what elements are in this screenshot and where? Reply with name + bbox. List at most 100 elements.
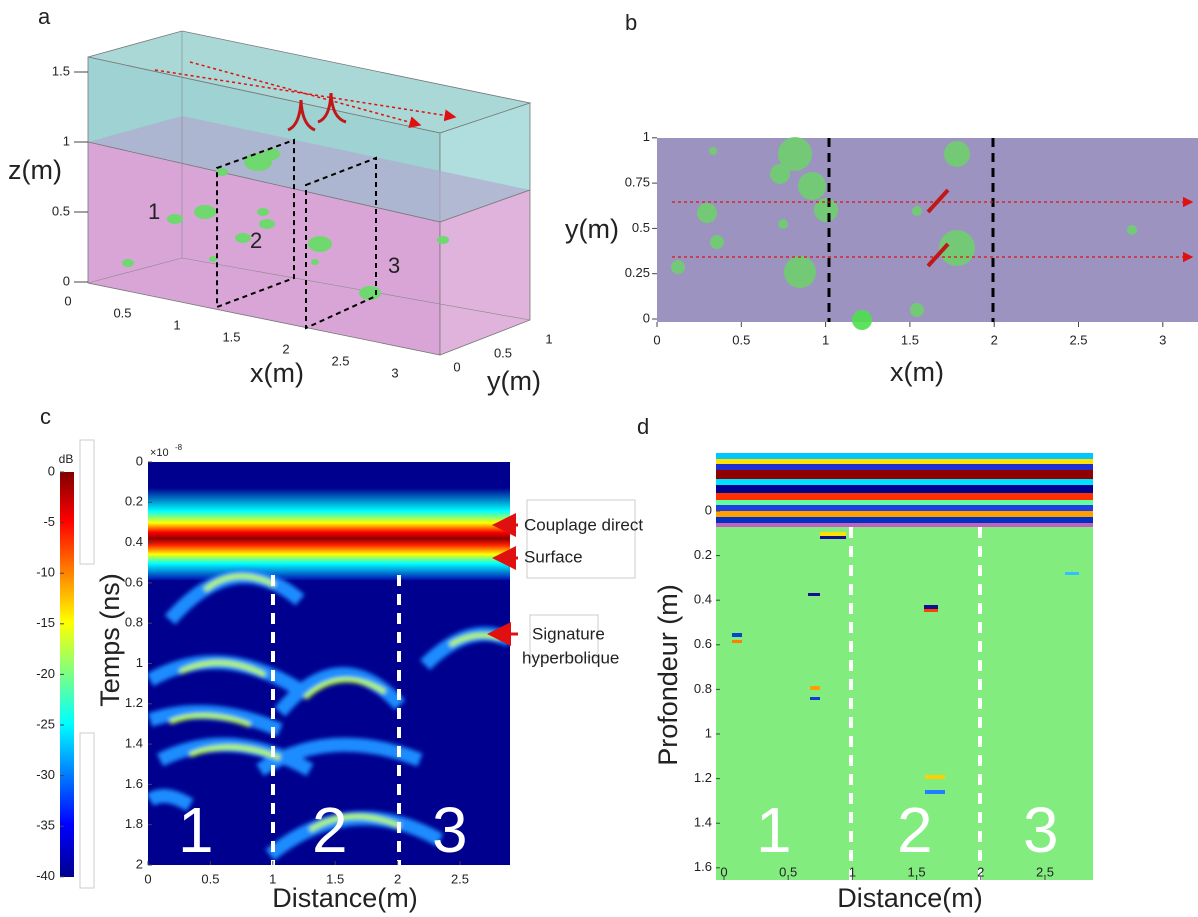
frame <box>79 732 95 889</box>
profiles <box>154 61 457 129</box>
tick-label: 2 <box>136 856 143 871</box>
hyperbola <box>274 667 406 717</box>
tick-label: 0.6 <box>694 636 712 651</box>
panel-c: c dB 1 2 3 ×10 -8 <box>40 404 643 913</box>
tick-label: -35 <box>36 818 55 833</box>
box-edge <box>181 257 531 321</box>
reflection <box>820 532 846 536</box>
zone-label: 1 <box>756 794 792 866</box>
tick-label: -10 <box>36 565 55 580</box>
tick-label: 2 <box>991 332 998 347</box>
object <box>235 233 251 243</box>
object <box>852 310 872 330</box>
tick-label: -15 <box>36 615 55 630</box>
tick-label: 1 <box>643 129 650 144</box>
hyperbola-core <box>303 677 387 700</box>
tick-label: 0 <box>64 293 71 308</box>
tick-label: 2 <box>282 341 289 356</box>
reflection <box>1065 572 1079 575</box>
sections <box>849 527 982 880</box>
tick-label: 1.5 <box>326 871 344 886</box>
reflection <box>810 686 820 690</box>
profiles <box>672 196 1194 263</box>
tick-label: 2 <box>977 864 984 879</box>
stripe <box>716 453 1093 459</box>
tick-label: -20 <box>36 666 55 681</box>
zone-label: 3 <box>432 794 468 866</box>
hyperbola <box>148 789 194 812</box>
reflection <box>924 609 938 612</box>
exponent: ×10 <box>150 447 169 459</box>
tick-label: 2.5 <box>331 353 349 368</box>
stripe <box>716 523 1093 527</box>
hyperbola-core <box>203 573 277 592</box>
tick-label: 0.4 <box>694 592 712 607</box>
tick-label: 0 <box>63 273 70 288</box>
wavelet <box>287 99 316 132</box>
zone-label: 2 <box>897 794 933 866</box>
tick-label: 0 <box>643 310 650 325</box>
reflection <box>732 640 742 643</box>
axis-label: y(m) <box>565 214 619 244</box>
stripe <box>716 459 1093 464</box>
tick-label: 0.4 <box>125 534 143 549</box>
axis-label: y(m) <box>487 366 541 396</box>
axis-label: x(m) <box>890 357 944 387</box>
object <box>814 198 838 222</box>
panel-d: d 1 2 3 Profondeur (m) Distance(m) <box>637 414 1093 913</box>
tick-label: 3 <box>1159 332 1166 347</box>
tick-label: 0.5 <box>632 220 650 235</box>
tick-label: 2.5 <box>1036 864 1054 879</box>
object <box>308 236 332 252</box>
stripe <box>716 517 1093 523</box>
tick-label: 0.25 <box>625 265 650 280</box>
object <box>671 260 685 274</box>
tick-label: 0.8 <box>125 615 143 630</box>
frame <box>79 439 95 565</box>
object <box>770 164 790 184</box>
tick-label: 1 <box>705 725 712 740</box>
object <box>194 205 216 219</box>
reflection <box>820 536 846 539</box>
tick-label: 0.6 <box>125 574 143 589</box>
arrows <box>487 513 518 646</box>
reflection <box>808 593 820 596</box>
tick-label: 1.5 <box>52 63 70 78</box>
axis-label: Profondeur (m) <box>653 584 683 766</box>
wavelet <box>317 92 347 124</box>
colorbar-unit: dB <box>59 452 74 466</box>
stripe <box>716 500 1093 505</box>
axis-label: Temps (ns) <box>95 573 125 707</box>
hyperbola <box>148 705 283 737</box>
object <box>910 303 924 317</box>
hyperbola-core <box>169 713 251 728</box>
tick-label: 0.5 <box>113 305 131 320</box>
object <box>784 256 816 288</box>
tick-label: 0 <box>136 453 143 468</box>
tick-label: 1 <box>269 871 276 886</box>
tick-label: -25 <box>36 716 55 731</box>
section <box>305 156 377 330</box>
tick-label: 1.6 <box>694 859 712 874</box>
zone-label: 2 <box>250 228 262 253</box>
axis-label: z(m) <box>8 155 62 185</box>
object <box>437 236 449 244</box>
stripe <box>716 505 1093 511</box>
object <box>709 147 717 155</box>
stripe <box>716 493 1093 500</box>
tick-label: 1 <box>545 331 552 346</box>
tick-label: 0 <box>720 864 727 879</box>
box-edge <box>87 257 183 284</box>
object <box>311 259 319 265</box>
stripe <box>716 485 1093 493</box>
tick-label: 1.4 <box>125 736 143 751</box>
object <box>710 235 724 249</box>
section <box>216 138 295 309</box>
tick-label: 1.5 <box>222 329 240 344</box>
interface <box>88 116 530 222</box>
reflections <box>732 532 1079 794</box>
sections <box>827 138 995 322</box>
reflection <box>732 633 742 637</box>
reflection <box>925 775 945 779</box>
tick-label: 0.2 <box>125 494 143 509</box>
